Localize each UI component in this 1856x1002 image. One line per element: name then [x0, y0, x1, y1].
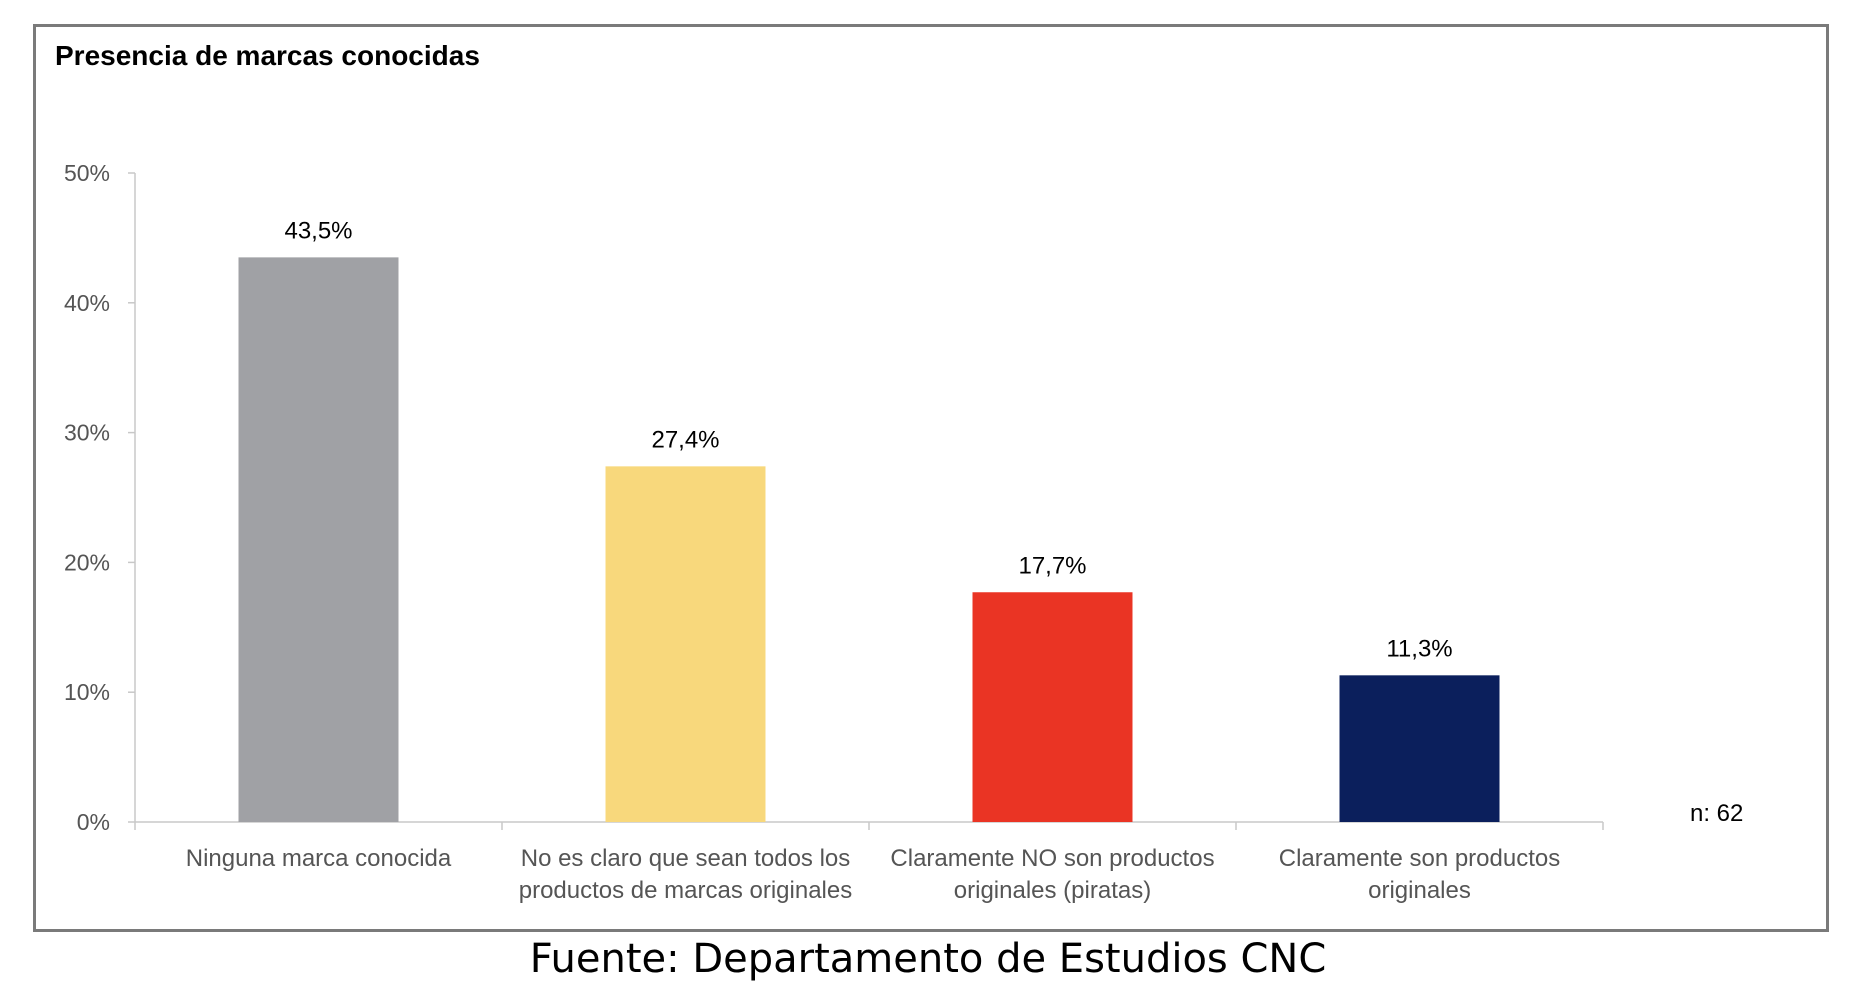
chart-title: Presencia de marcas conocidas — [55, 40, 480, 71]
y-tick-label: 50% — [64, 160, 110, 186]
bar — [1339, 675, 1500, 822]
data-label: 11,3% — [1386, 635, 1452, 662]
sample-size-label: n: 62 — [1690, 800, 1744, 827]
x-tick-label: No es claro que sean todos los — [521, 845, 851, 872]
data-label: 43,5% — [284, 217, 352, 244]
bar — [238, 257, 399, 822]
bar — [605, 466, 766, 822]
x-tick-label: originales (piratas) — [954, 877, 1151, 904]
y-tick-label: 20% — [64, 549, 110, 575]
x-tick-label: Claramente NO son productos — [890, 845, 1214, 872]
x-tick-label: Ninguna marca conocida — [186, 845, 452, 872]
y-tick-label: 30% — [64, 420, 110, 446]
x-tick-label: Claramente son productos — [1279, 845, 1560, 872]
y-tick-label: 10% — [64, 679, 110, 705]
data-label: 27,4% — [651, 426, 719, 453]
source-caption: Fuente: Departamento de Estudios CNC — [529, 936, 1327, 982]
bar — [972, 592, 1133, 822]
data-label: 17,7% — [1018, 552, 1086, 579]
x-tick-label: originales — [1368, 877, 1471, 904]
y-tick-label: 40% — [64, 290, 110, 316]
y-tick-label: 0% — [77, 809, 110, 835]
x-tick-label: productos de marcas originales — [519, 877, 853, 904]
